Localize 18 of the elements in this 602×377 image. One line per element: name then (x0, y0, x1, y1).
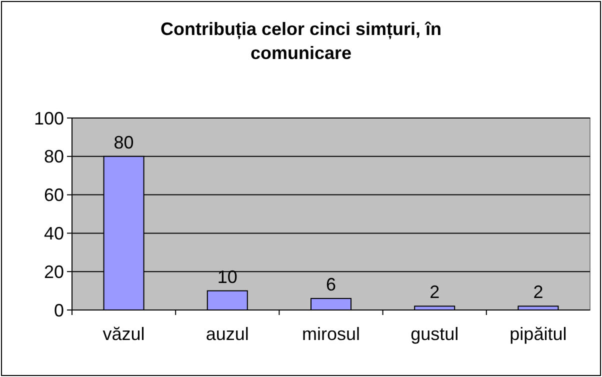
y-tick-label: 60 (44, 185, 64, 206)
x-tick-label: pipăitul (510, 324, 567, 344)
y-tick-label: 80 (44, 146, 64, 167)
y-tick-label: 100 (34, 108, 64, 128)
x-tick-label: văzul (102, 324, 145, 344)
y-tick-label: 0 (54, 300, 64, 320)
x-tick-label: gustul (410, 324, 459, 344)
data-label: 6 (326, 274, 336, 294)
data-label: 2 (430, 282, 440, 302)
bar (310, 298, 352, 310)
chart-title: Contribuția celor cinci simțuri, în comunicare (160, 19, 442, 63)
data-label: 80 (114, 132, 134, 152)
data-label: 2 (533, 282, 544, 302)
x-tick-label: mirosul (302, 324, 360, 344)
x-tick-label: auzul (206, 324, 249, 344)
bar (206, 290, 248, 310)
y-tick-label: 40 (44, 224, 64, 244)
y-tick-label: 20 (44, 262, 64, 282)
